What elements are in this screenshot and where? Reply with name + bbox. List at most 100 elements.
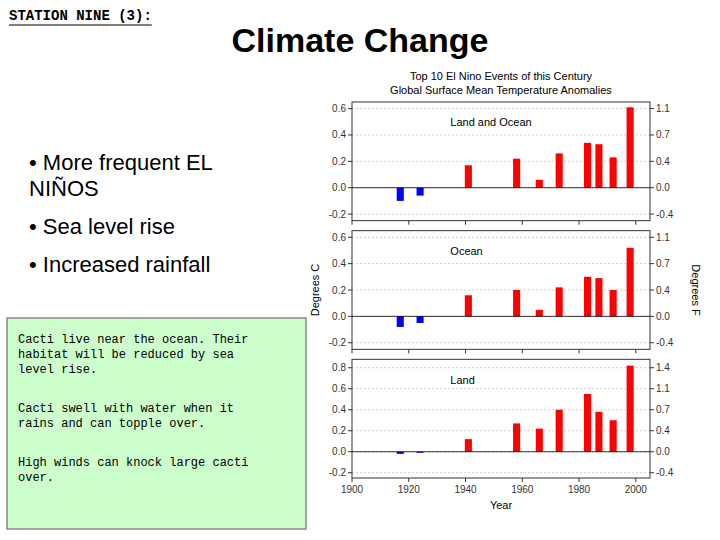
x-tick-label: 1980 [568, 484, 591, 495]
y-tick [348, 367, 352, 368]
y2-tick [650, 134, 654, 135]
plot-frame [352, 231, 650, 350]
y-tick-label: 0.0 [332, 311, 346, 322]
y2-tick [650, 108, 654, 109]
x-tick [522, 478, 523, 482]
panel-label: Ocean [450, 245, 482, 257]
y2-tick [650, 187, 654, 188]
y-tick [348, 161, 352, 162]
x-tick-label: 2000 [625, 484, 648, 495]
y2-tick [650, 316, 654, 317]
y2-tick-label: -0.4 [656, 337, 674, 348]
text-line: rains and can topple over. [18, 417, 205, 431]
bar [584, 394, 591, 452]
grid-line [352, 316, 650, 317]
text-line: habitat will be reduced by sea [18, 348, 234, 362]
y-tick-label: -0.2 [329, 467, 347, 478]
y2-tick-label: 1.1 [656, 232, 670, 243]
grid-line [352, 430, 650, 431]
grid-line [352, 237, 650, 238]
background [0, 0, 720, 540]
bar [556, 153, 563, 187]
y2-tick-label: -0.4 [656, 467, 674, 478]
plot-frame [352, 359, 650, 478]
y-tick [348, 430, 352, 431]
bar [627, 248, 634, 317]
y-tick [348, 214, 352, 215]
bars [352, 107, 650, 201]
text-line: • Increased rainfall [29, 252, 210, 277]
y2-tick [650, 290, 654, 291]
text-line: over. [18, 471, 54, 485]
bar [513, 423, 520, 451]
bar [397, 188, 404, 201]
bullet: • More frequent ELNIÑOS [29, 150, 213, 201]
plot-area [352, 359, 650, 478]
y-tick [348, 290, 352, 291]
y-tick-label: 0.6 [332, 383, 346, 394]
y-tick-label: -0.2 [329, 337, 347, 348]
grid-line [352, 472, 650, 473]
grid-line [352, 388, 650, 389]
station-label: STATION NINE (3): [9, 8, 152, 24]
main-title: Climate Change [232, 21, 489, 59]
y2-tick [650, 388, 654, 389]
y-tick-label: 0.4 [332, 258, 346, 269]
zero-line [352, 316, 650, 317]
chart-title: Top 10 El Nino Events of this Century [410, 70, 593, 82]
y-tick [348, 187, 352, 188]
panel-label: Land [450, 374, 474, 386]
bars [352, 366, 650, 454]
grid-line [352, 342, 650, 343]
y-tick [348, 263, 352, 264]
bar [595, 278, 602, 316]
bar [465, 165, 472, 187]
y2-tick-label: -0.4 [656, 209, 674, 220]
x-tick [635, 221, 636, 225]
station-underline [9, 25, 152, 26]
x-tick [408, 478, 409, 482]
grid-line [352, 451, 650, 452]
y-tick-label: 0.0 [332, 446, 346, 457]
grid-line [352, 161, 650, 162]
bar [584, 143, 591, 188]
text-line: Cacti swell with water when it [18, 402, 234, 416]
y-tick [348, 316, 352, 317]
y2-tick [650, 214, 654, 215]
y-tick-label: 0.8 [332, 362, 346, 373]
y-tick-label: 0.4 [332, 404, 346, 415]
y-tick-label: 0.6 [332, 103, 346, 114]
x-tick-label: 1940 [454, 484, 477, 495]
bar [595, 144, 602, 188]
zero-line [352, 187, 650, 188]
x-tick-label: 1920 [398, 484, 421, 495]
bar [513, 159, 520, 188]
plot-frame [352, 102, 650, 221]
y-tick [348, 388, 352, 389]
y-tick [348, 237, 352, 238]
bar [610, 290, 617, 316]
bar [556, 410, 563, 452]
y-tick [348, 451, 352, 452]
y-tick-label: 0.0 [332, 182, 346, 193]
bar [627, 366, 634, 452]
bar [417, 188, 424, 196]
x-tick [579, 221, 580, 225]
x-tick [635, 478, 636, 482]
bullet: • Sea level rise [29, 214, 175, 239]
x-tick [635, 349, 636, 353]
y2-tick-label: 0.7 [656, 404, 670, 415]
y-axis-label: Degrees C [309, 264, 321, 317]
x-axis-label: Year [490, 499, 513, 511]
plot-area [352, 102, 650, 221]
y2-tick [650, 263, 654, 264]
x-tick [465, 349, 466, 353]
box-text: High winds can knock large cactiover. [18, 456, 248, 485]
x-tick [465, 221, 466, 225]
bullet: • Increased rainfall [29, 252, 210, 277]
y2-tick-label: 0.4 [656, 425, 670, 436]
grid-line [352, 214, 650, 215]
grid-line [352, 187, 650, 188]
y-tick-label: 0.4 [332, 129, 346, 140]
panel: -0.20.00.20.40.6-0.40.00.40.71.1OceanDeg… [309, 231, 702, 354]
